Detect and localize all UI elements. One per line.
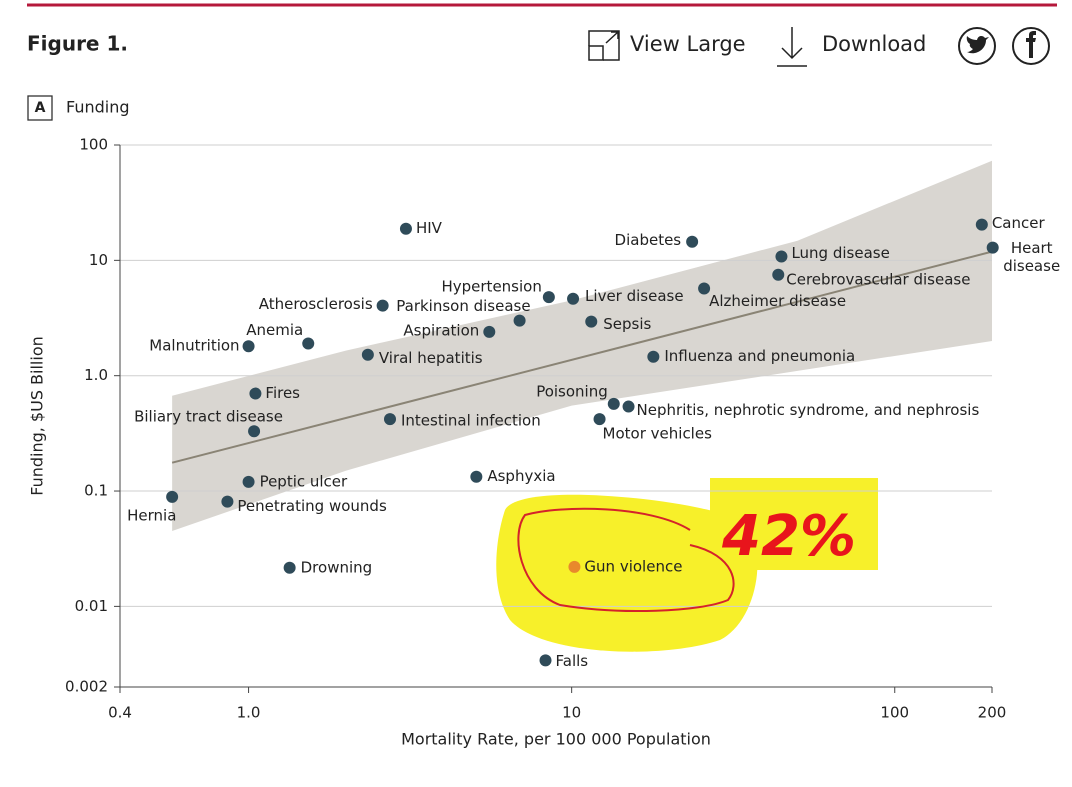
data-point	[399, 222, 412, 235]
point-label: Cerebrovascular disease	[786, 270, 970, 288]
point-label: Drowning	[301, 558, 373, 576]
view-large-icon	[588, 30, 620, 61]
x-tick-label: 100	[880, 704, 909, 722]
twitter-icon	[966, 35, 989, 54]
data-point	[539, 654, 552, 667]
point-label: Cancer	[992, 214, 1046, 232]
data-point	[775, 250, 788, 263]
point-label: Motor vehicles	[603, 425, 713, 443]
point-label: Liver disease	[585, 287, 684, 305]
view-large-icon	[588, 45, 604, 61]
point-label: Intestinal infection	[401, 412, 541, 430]
point-label: Sepsis	[603, 315, 651, 333]
point-label: Influenza and pneumonia	[664, 347, 855, 365]
point-label: Hypertension	[441, 278, 541, 296]
point-label-box: Heart disease	[1003, 238, 1061, 275]
highlight-blob	[710, 478, 878, 570]
figure-title: Figure 1.	[27, 32, 128, 56]
point-label: Aspiration	[403, 321, 479, 339]
y-tick-label: 100	[79, 136, 108, 154]
data-point	[513, 314, 526, 327]
y-tick-label: 0.1	[84, 482, 108, 500]
data-point	[647, 350, 660, 363]
panel-letter: A	[35, 100, 46, 116]
point-label: Alzheimer disease	[709, 292, 846, 310]
data-point	[242, 475, 255, 488]
data-point	[249, 387, 262, 400]
x-tick-label: 10	[562, 704, 581, 722]
point-label: Parkinson disease	[396, 297, 530, 315]
point-label: Peptic ulcer	[260, 472, 348, 490]
x-tick-label: 0.4	[108, 704, 132, 722]
panel-box	[27, 95, 53, 121]
view-large-label: View Large	[630, 32, 746, 56]
annotation: 42%	[721, 504, 856, 569]
facebook-icon	[1026, 31, 1036, 58]
data-point	[698, 282, 711, 295]
point-label: Falls	[556, 652, 589, 670]
data-point	[975, 218, 988, 231]
y-tick-label: 0.01	[75, 597, 108, 615]
point-label: Poisoning	[536, 382, 608, 400]
facebook-button[interactable]	[1012, 27, 1050, 65]
hand-drawn-loop	[517, 507, 735, 613]
y-tick-label: 0.002	[65, 678, 108, 696]
y-axis-title: Funding, $US Billion	[28, 336, 47, 496]
twitter-button[interactable]	[958, 27, 996, 65]
data-point	[302, 337, 315, 350]
data-point	[568, 560, 581, 573]
view-large-button[interactable]: View Large	[588, 30, 746, 61]
data-point	[585, 315, 598, 328]
point-label: Diabetes	[615, 231, 682, 249]
data-point	[686, 235, 699, 248]
data-point	[248, 425, 261, 438]
point-label: Lung disease	[791, 244, 889, 262]
point-label: Biliary tract disease	[134, 408, 283, 426]
data-point	[283, 561, 296, 574]
point-label: Hernia	[127, 506, 176, 524]
data-point	[567, 292, 580, 305]
panel-title: Funding	[66, 98, 130, 117]
x-tick-label: 200	[978, 704, 1007, 722]
point-label: Gun violence	[584, 557, 682, 575]
data-point	[622, 400, 635, 413]
data-point	[542, 291, 555, 304]
x-axis-title: Mortality Rate, per 100 000 Population	[401, 730, 711, 749]
data-point	[166, 490, 179, 503]
point-label: Malnutrition	[149, 337, 239, 355]
data-point	[593, 413, 606, 426]
point-label: Penetrating wounds	[237, 497, 387, 515]
data-point	[772, 268, 785, 281]
point-label: Anemia	[246, 321, 303, 339]
confidence-band	[172, 160, 993, 532]
data-point	[221, 495, 234, 508]
point-label: Asphyxia	[487, 467, 555, 485]
twitter-icon	[958, 27, 996, 65]
download-button[interactable]: Download	[777, 27, 926, 67]
data-point	[376, 299, 389, 312]
highlight-blob	[496, 494, 758, 652]
x-tick-label: 1.0	[237, 704, 261, 722]
y-tick-label: 1.0	[84, 366, 108, 384]
download-label: Download	[822, 32, 926, 56]
data-point	[607, 397, 620, 410]
point-label: HIV	[416, 219, 443, 237]
data-point	[483, 325, 496, 338]
facebook-icon	[1012, 27, 1050, 65]
y-tick-label: 10	[89, 251, 108, 269]
data-point	[470, 470, 483, 483]
data-point	[242, 340, 255, 353]
data-point	[361, 348, 374, 361]
download-icon	[777, 27, 807, 67]
point-label: Viral hepatitis	[379, 349, 483, 367]
point-label: Atherosclerosis	[259, 295, 373, 313]
point-label: Heart disease	[1003, 238, 1061, 275]
fit-line	[171, 250, 993, 464]
data-point	[986, 241, 999, 254]
point-label: Nephritis, nephrotic syndrome, and nephr…	[637, 401, 980, 419]
point-label: Fires	[265, 384, 300, 402]
data-point	[384, 413, 397, 426]
